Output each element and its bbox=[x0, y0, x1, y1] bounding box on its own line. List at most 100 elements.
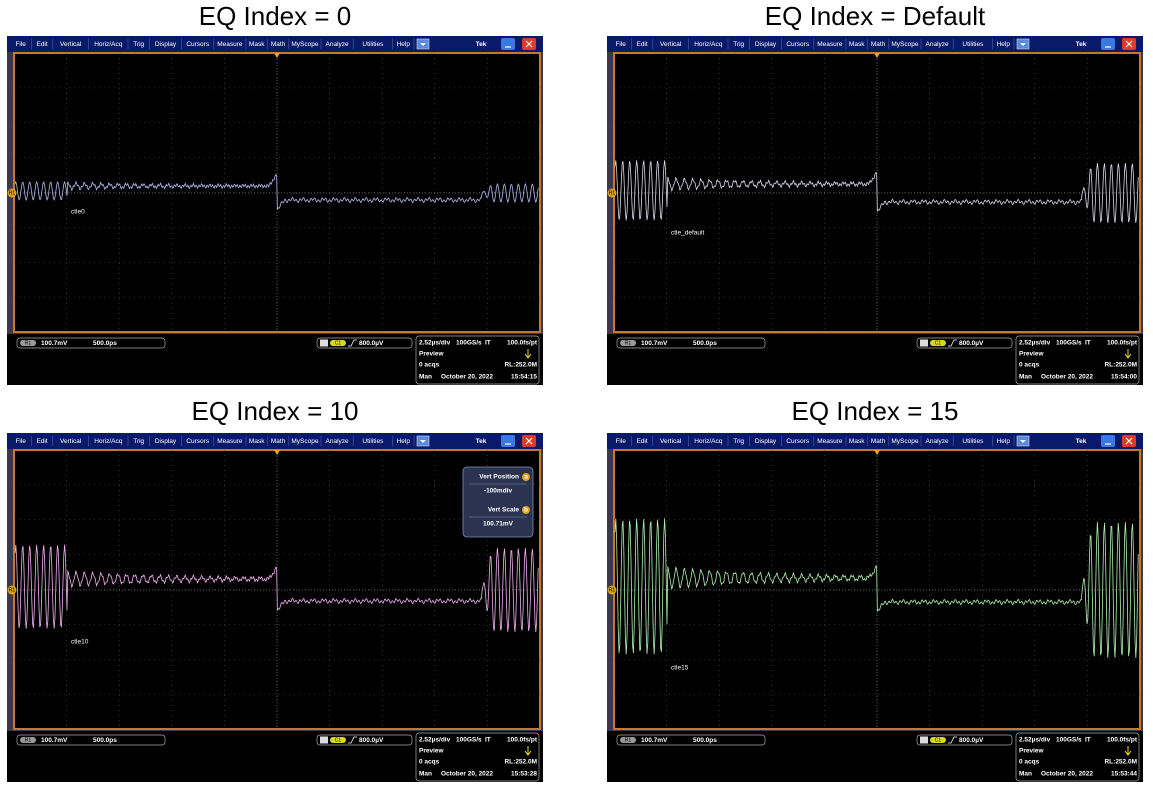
menu-item[interactable]: Edit bbox=[636, 41, 647, 48]
panel-title: EQ Index = 0 bbox=[199, 1, 351, 31]
menu-item[interactable]: Vertical bbox=[60, 41, 82, 48]
menu-item[interactable]: Measure bbox=[817, 41, 843, 48]
menu-item[interactable]: File bbox=[15, 41, 26, 48]
menu-item[interactable]: Display bbox=[155, 41, 177, 48]
menu-item[interactable]: Utilities bbox=[962, 438, 984, 445]
minimize-button[interactable] bbox=[1101, 38, 1115, 50]
menu-item[interactable]: Math bbox=[871, 41, 886, 48]
menu-item[interactable]: MyScope bbox=[291, 438, 318, 445]
menu-item[interactable]: File bbox=[615, 41, 626, 48]
ref-box[interactable] bbox=[616, 734, 766, 746]
trigger-box[interactable] bbox=[316, 734, 413, 746]
menu-item[interactable]: Trig bbox=[133, 41, 144, 48]
menu-item[interactable]: Edit bbox=[36, 41, 47, 48]
menu-item[interactable]: Trig bbox=[733, 41, 744, 48]
menu-item[interactable]: MyScope bbox=[891, 438, 918, 445]
horizontal-box[interactable] bbox=[415, 335, 540, 385]
panel-title: EQ Index = 10 bbox=[192, 396, 359, 426]
trigger-marker bbox=[874, 450, 880, 455]
menu-item[interactable]: Measure bbox=[217, 41, 243, 48]
menu-item[interactable]: Mask bbox=[249, 41, 265, 48]
sample-rate: 100GS/s bbox=[1056, 737, 1082, 744]
minimize-button[interactable] bbox=[501, 38, 515, 50]
menu-item[interactable]: Vertical bbox=[60, 438, 82, 445]
menu-item[interactable]: Horiz/Acq bbox=[94, 438, 123, 445]
menu-item[interactable]: Horiz/Acq bbox=[694, 41, 723, 48]
menu-item[interactable]: Analyze bbox=[326, 438, 350, 445]
trace-label: ctle15 bbox=[671, 665, 689, 672]
menu-item[interactable]: Mask bbox=[249, 438, 265, 445]
menu-item[interactable]: Edit bbox=[636, 438, 647, 445]
menu-item[interactable]: Trig bbox=[133, 438, 144, 445]
menu-item[interactable]: Cursors bbox=[786, 41, 810, 48]
menu-item[interactable]: Help bbox=[997, 438, 1011, 445]
trigger-box[interactable] bbox=[316, 337, 413, 349]
preview-arrow bbox=[1124, 746, 1132, 756]
preview-arrow bbox=[524, 746, 532, 756]
status-area bbox=[7, 731, 543, 782]
status-area bbox=[607, 334, 1143, 385]
minimize-button[interactable] bbox=[1101, 435, 1115, 447]
dropdown-arrow bbox=[420, 43, 426, 46]
menu-item[interactable]: Display bbox=[755, 438, 777, 445]
ref-chip bbox=[20, 340, 36, 346]
trigger-icon bbox=[920, 339, 928, 347]
menu-item[interactable]: Analyze bbox=[326, 41, 350, 48]
date: October 20, 2022 bbox=[441, 771, 493, 778]
menu-item[interactable]: Math bbox=[871, 438, 886, 445]
menu-item[interactable]: Utilities bbox=[362, 41, 384, 48]
trigger-icon bbox=[320, 736, 328, 744]
close-glyph bbox=[1125, 40, 1133, 48]
trigger-box[interactable] bbox=[916, 734, 1013, 746]
menu-item[interactable]: Mask bbox=[849, 41, 865, 48]
menu-item[interactable]: File bbox=[15, 438, 26, 445]
menu-item[interactable]: Analyze bbox=[926, 41, 950, 48]
ref-scale: 100.7mV bbox=[641, 340, 668, 347]
scope-window: File Edit Vertical Horiz/Acq Trig Display Curs… bbox=[607, 433, 1143, 782]
date: October 20, 2022 bbox=[1041, 771, 1093, 778]
popup-value: 100.71mV bbox=[483, 521, 514, 528]
menu-item[interactable]: Help bbox=[997, 41, 1011, 48]
ref-chip bbox=[620, 737, 636, 743]
menu-item[interactable]: MyScope bbox=[291, 41, 318, 48]
ref-box[interactable] bbox=[616, 337, 766, 349]
menu-item[interactable]: Math bbox=[271, 438, 286, 445]
menu-item[interactable]: Measure bbox=[817, 438, 843, 445]
menu-item[interactable]: Display bbox=[755, 41, 777, 48]
menu-item[interactable]: Display bbox=[155, 438, 177, 445]
ref-marker bbox=[607, 585, 617, 595]
ref-box[interactable] bbox=[16, 337, 166, 349]
menu-item[interactable]: Edit bbox=[36, 438, 47, 445]
horizontal-box[interactable] bbox=[415, 732, 540, 782]
menu-item[interactable]: Analyze bbox=[926, 438, 950, 445]
trigger-icon bbox=[320, 339, 328, 347]
menu-item[interactable]: Trig bbox=[733, 438, 744, 445]
menu-item[interactable]: Help bbox=[397, 438, 411, 445]
menu-item[interactable]: Measure bbox=[217, 438, 243, 445]
horizontal-box[interactable] bbox=[1015, 335, 1140, 385]
menu-item[interactable]: Vertical bbox=[660, 41, 682, 48]
knob-letter: b bbox=[524, 507, 528, 514]
menu-item[interactable]: Mask bbox=[849, 438, 865, 445]
menu-item[interactable]: Vertical bbox=[660, 438, 682, 445]
menu-item[interactable]: MyScope bbox=[891, 41, 918, 48]
menu-item[interactable]: Cursors bbox=[786, 438, 810, 445]
menu-item[interactable]: Horiz/Acq bbox=[94, 41, 123, 48]
sample-rate: 100GS/s bbox=[456, 737, 482, 744]
trigger-chip bbox=[330, 737, 346, 743]
menu-item[interactable]: File bbox=[615, 438, 626, 445]
acq-count: 0 acqs bbox=[419, 759, 440, 766]
menu-item[interactable]: Help bbox=[397, 41, 411, 48]
menu-item[interactable]: Horiz/Acq bbox=[694, 438, 723, 445]
menu-item[interactable]: Cursors bbox=[186, 41, 210, 48]
ref-box[interactable] bbox=[16, 734, 166, 746]
menu-item[interactable]: Utilities bbox=[362, 438, 384, 445]
sample-rate: 100GS/s bbox=[456, 340, 482, 347]
horizontal-box[interactable] bbox=[1015, 732, 1140, 782]
trigger-box[interactable] bbox=[916, 337, 1013, 349]
menu-item[interactable]: Math bbox=[271, 41, 286, 48]
minimize-button[interactable] bbox=[501, 435, 515, 447]
panel-title: EQ Index = 15 bbox=[792, 396, 959, 426]
menu-item[interactable]: Cursors bbox=[186, 438, 210, 445]
menu-item[interactable]: Utilities bbox=[962, 41, 984, 48]
